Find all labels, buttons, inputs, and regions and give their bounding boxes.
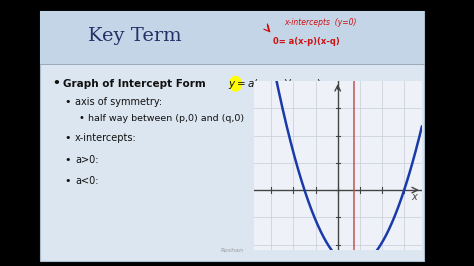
Text: half way between (p,0) and (q,0): half way between (p,0) and (q,0): [88, 114, 244, 123]
Text: •: •: [64, 176, 71, 186]
Text: a>0:: a>0:: [75, 155, 99, 165]
Text: Graph of Intercept Form: Graph of Intercept Form: [63, 79, 205, 89]
Text: •: •: [64, 155, 71, 165]
Ellipse shape: [229, 76, 242, 92]
FancyBboxPatch shape: [40, 11, 424, 261]
Text: •: •: [52, 77, 60, 90]
Text: a<0:: a<0:: [75, 176, 99, 186]
Text: $y = a(x-p)(x-q)$: $y = a(x-p)(x-q)$: [228, 77, 321, 91]
Text: x-intercepts  (y=0): x-intercepts (y=0): [284, 18, 357, 27]
Text: •: •: [64, 97, 71, 107]
Text: x-intercepts:: x-intercepts:: [75, 133, 137, 143]
FancyBboxPatch shape: [40, 11, 424, 64]
Text: x: x: [411, 192, 417, 202]
Text: Key Term: Key Term: [88, 27, 182, 45]
Text: 0= a(x-p)(x-q): 0= a(x-p)(x-q): [273, 37, 339, 46]
Text: •: •: [78, 113, 84, 123]
Text: •: •: [64, 133, 71, 143]
Text: axis of symmetry:: axis of symmetry:: [75, 97, 162, 107]
Text: Roshan: Roshan: [221, 248, 244, 252]
